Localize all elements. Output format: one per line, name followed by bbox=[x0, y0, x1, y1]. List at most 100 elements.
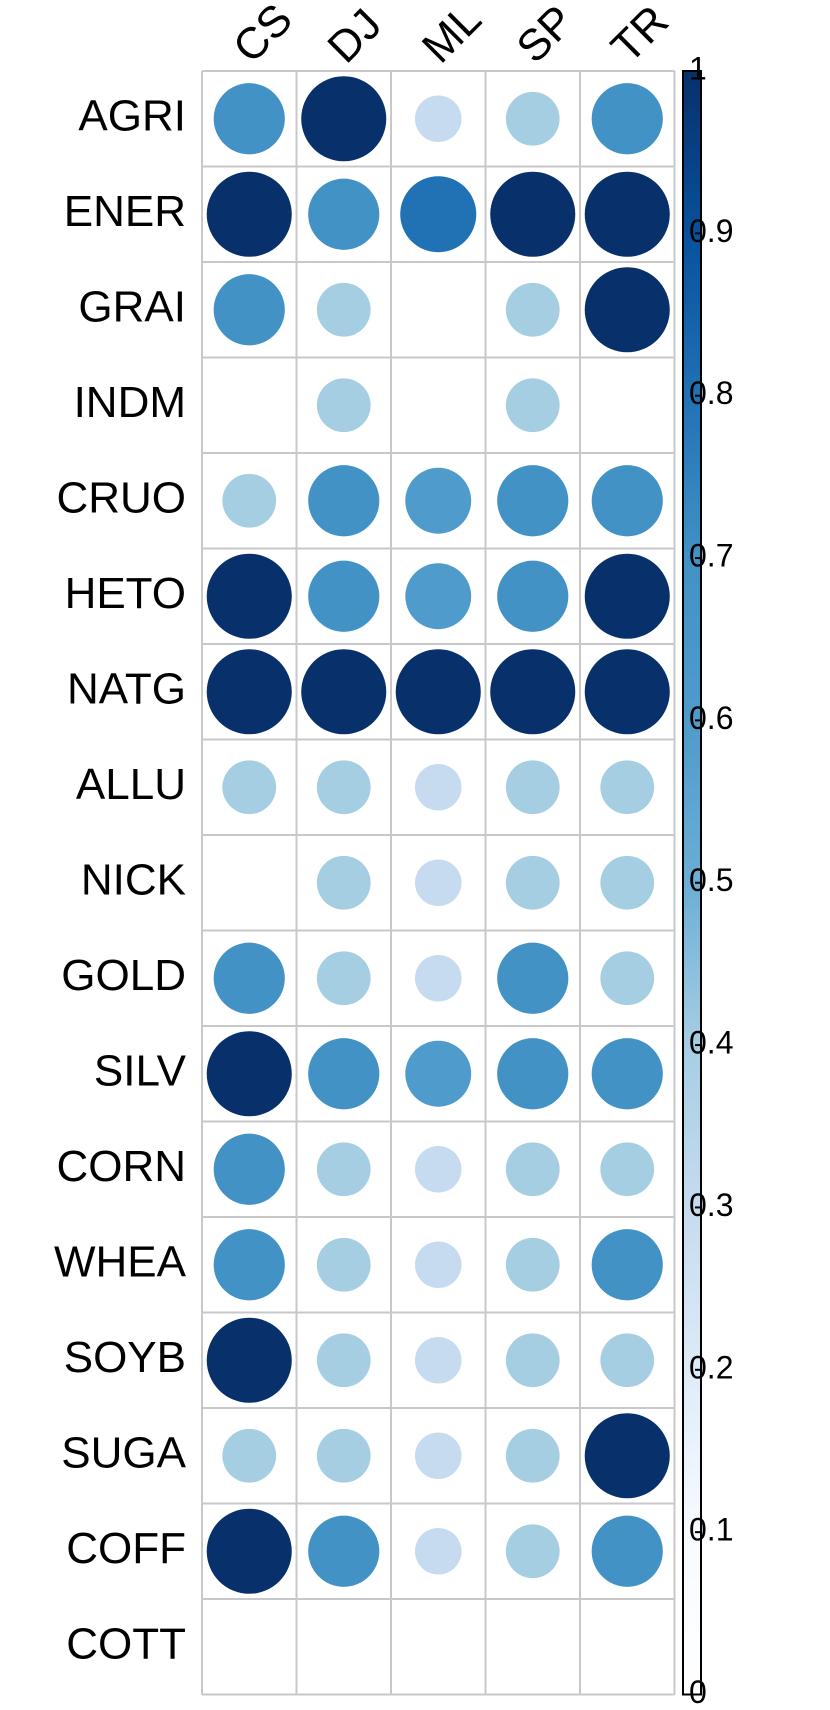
row-label: HETO bbox=[65, 569, 186, 618]
row-label: AGRI bbox=[78, 91, 186, 140]
correlation-circle bbox=[505, 1524, 560, 1579]
colorbar-tick-label: 0.4 bbox=[689, 1025, 733, 1061]
correlation-circle bbox=[584, 1413, 670, 1499]
row-label: CRUO bbox=[56, 473, 186, 522]
correlation-circle bbox=[222, 760, 277, 815]
row-label: INDM bbox=[74, 378, 186, 427]
correlation-circle bbox=[505, 1428, 560, 1483]
correlation-circle bbox=[497, 465, 569, 537]
row-label: SOYB bbox=[64, 1333, 186, 1382]
colorbar-tick-label: 0.1 bbox=[689, 1512, 733, 1548]
correlation-circle bbox=[414, 859, 462, 907]
correlation-circle bbox=[301, 76, 387, 162]
correlation-circle bbox=[584, 171, 670, 257]
column-label: DJ bbox=[318, 0, 391, 72]
correlation-circle bbox=[490, 649, 576, 735]
correlation-circle bbox=[206, 1317, 292, 1403]
correlation-circle bbox=[213, 942, 285, 1014]
column-label: ML bbox=[413, 0, 491, 72]
correlation-circle bbox=[490, 171, 576, 257]
correlation-circle bbox=[505, 378, 560, 433]
row-label: CORN bbox=[56, 1142, 186, 1191]
correlation-circle bbox=[316, 855, 371, 910]
colorbar-tick-label: 0.8 bbox=[689, 375, 733, 411]
correlation-circle bbox=[316, 1428, 371, 1483]
row-label: NATG bbox=[67, 664, 186, 713]
correlation-circle bbox=[584, 267, 670, 353]
correlation-circle bbox=[206, 171, 292, 257]
correlation-circle bbox=[308, 560, 380, 632]
correlation-circle bbox=[505, 760, 560, 815]
correlation-circle bbox=[600, 855, 655, 910]
correlation-circle bbox=[213, 1133, 285, 1205]
correlation-circle bbox=[206, 1508, 292, 1594]
colorbar-tick-label: 0.7 bbox=[689, 538, 733, 574]
row-label: ALLU bbox=[76, 760, 186, 809]
correlation-circle bbox=[584, 553, 670, 639]
correlation-circle bbox=[316, 282, 371, 337]
correlation-circle bbox=[395, 649, 481, 735]
correlation-circle bbox=[591, 1515, 663, 1587]
correlation-circle bbox=[414, 1336, 462, 1384]
row-label: SILV bbox=[94, 1046, 187, 1095]
row-label: COFF bbox=[66, 1524, 186, 1573]
correlation-circle bbox=[414, 954, 462, 1002]
correlation-circle bbox=[505, 1142, 560, 1197]
correlation-circle bbox=[505, 91, 560, 146]
colorbar-tick-label: 0.9 bbox=[689, 213, 733, 249]
colorbar-tick-label: 0.6 bbox=[689, 700, 733, 736]
correlation-circle bbox=[308, 1515, 380, 1587]
correlation-circle bbox=[308, 1038, 380, 1110]
column-label: SP bbox=[507, 0, 583, 72]
correlation-circle bbox=[308, 465, 380, 537]
correlation-circle bbox=[414, 1145, 462, 1193]
colorbar-tick-label: 1 bbox=[689, 50, 707, 86]
row-label: NICK bbox=[81, 855, 186, 904]
correlation-circle bbox=[497, 1038, 569, 1110]
correlation-circle bbox=[600, 1142, 655, 1197]
row-label: COTT bbox=[66, 1619, 186, 1668]
correlation-circle bbox=[206, 553, 292, 639]
correlation-circle bbox=[414, 1432, 462, 1480]
correlation-circle bbox=[316, 951, 371, 1006]
correlation-circle bbox=[591, 465, 663, 537]
correlation-circle bbox=[584, 649, 670, 735]
correlation-circle bbox=[308, 178, 380, 250]
correlation-circle bbox=[316, 1237, 371, 1292]
row-label: SUGA bbox=[61, 1428, 186, 1477]
row-label: GOLD bbox=[61, 951, 186, 1000]
correlation-circle bbox=[301, 649, 387, 735]
correlation-circle bbox=[497, 560, 569, 632]
correlation-circle bbox=[405, 1040, 472, 1107]
correlation-circle bbox=[213, 274, 285, 346]
correlation-circle bbox=[222, 473, 277, 528]
correlation-circle bbox=[505, 1237, 560, 1292]
correlation-circle bbox=[222, 1428, 277, 1483]
row-label: GRAI bbox=[78, 282, 186, 331]
column-label: CS bbox=[224, 0, 302, 72]
correlation-circle bbox=[414, 763, 462, 811]
colorbar-tick-label: 0.5 bbox=[689, 862, 733, 898]
colorbar-tick-label: 0.3 bbox=[689, 1187, 733, 1223]
correlation-circle bbox=[213, 83, 285, 155]
correlation-circle bbox=[206, 649, 292, 735]
row-label: ENER bbox=[64, 187, 186, 236]
correlation-circle bbox=[316, 378, 371, 433]
correlation-circle bbox=[600, 760, 655, 815]
correlation-circle bbox=[316, 1142, 371, 1197]
correlation-circle bbox=[505, 282, 560, 337]
correlation-circle bbox=[505, 1333, 560, 1388]
correlation-circle bbox=[497, 942, 569, 1014]
colorbar-tick-label: 0 bbox=[689, 1674, 707, 1710]
correlation-circle bbox=[316, 760, 371, 815]
row-label: WHEA bbox=[54, 1237, 187, 1286]
correlation-circle bbox=[591, 1038, 663, 1110]
correlation-circle bbox=[591, 1229, 663, 1301]
colorbar-tick-label: 0.2 bbox=[689, 1349, 733, 1385]
correlation-circle bbox=[405, 563, 472, 630]
correlation-circle bbox=[316, 1333, 371, 1388]
correlation-circle bbox=[405, 467, 472, 534]
correlation-circle bbox=[414, 1241, 462, 1289]
column-label: TR bbox=[602, 0, 678, 72]
